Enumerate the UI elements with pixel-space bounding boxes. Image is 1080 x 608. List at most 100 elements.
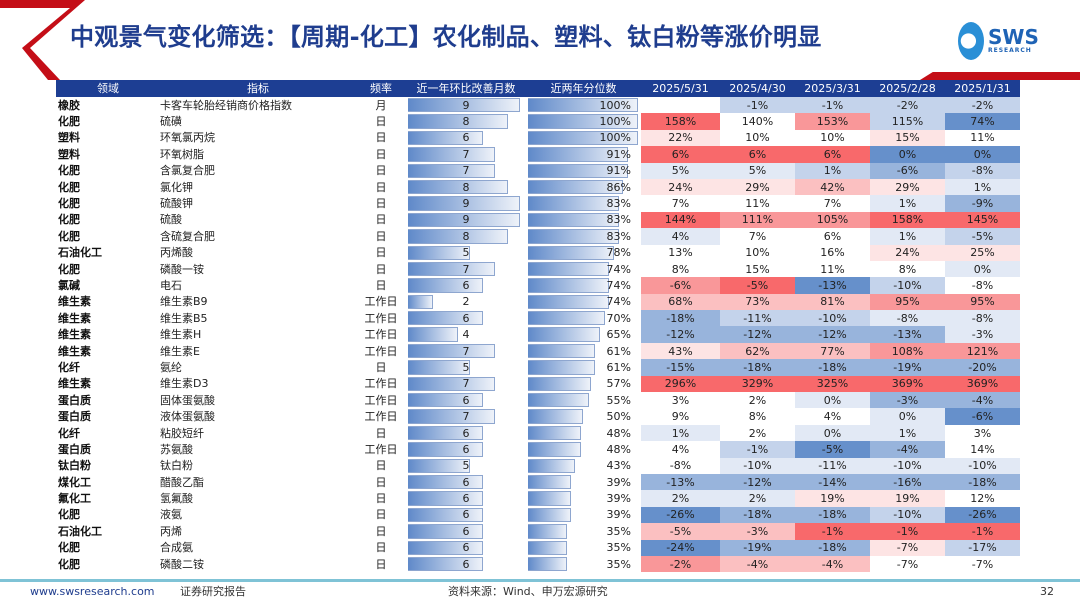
value-cell: 1% — [870, 424, 945, 442]
value-cell: 11% — [795, 260, 870, 278]
percentile-value: 55% — [606, 393, 631, 407]
value-cell: 4% — [641, 441, 720, 458]
months-bar — [408, 540, 483, 555]
months-bar — [408, 311, 483, 326]
percentile-bar — [528, 442, 581, 457]
value-cell: -18% — [720, 359, 795, 376]
value-cell: 115% — [870, 113, 945, 130]
months-bar — [408, 261, 496, 277]
indicator-cell: 硫磺 — [160, 115, 182, 129]
value-cell: -11% — [795, 457, 870, 474]
percentile-value: 48% — [606, 426, 631, 440]
percentile-bar — [528, 327, 600, 342]
domain-cell: 化肥 — [58, 508, 80, 522]
value-cell: 1% — [641, 424, 720, 442]
months-bar — [408, 294, 433, 310]
percentile-value: 35% — [606, 524, 631, 538]
percentile-cell: 74% — [526, 294, 641, 310]
value-cell: 2% — [720, 392, 795, 409]
improve-months-cell: 9 — [406, 195, 526, 211]
footer-website[interactable]: www.swsresearch.com — [30, 585, 155, 598]
months-value: 7 — [462, 377, 470, 391]
percentile-cell: 39% — [526, 490, 641, 506]
improve-months-cell: 2 — [406, 294, 526, 310]
table-row: 化肥 含氯复合肥日 7 91% 5% 5% 1% -6% -8% — [56, 162, 1020, 179]
value-cell: 108% — [870, 342, 945, 360]
value-cell: -4% — [795, 555, 870, 573]
table-row: 化肥 硫磺 日 8 100% 158% 140% 153% 115% 74% — [56, 113, 1020, 130]
column-header: 近一年环比改善月数 — [406, 80, 526, 97]
value-cell: -2% — [641, 555, 720, 573]
value-cell: 15% — [870, 129, 945, 147]
frequency-cell: 日 — [375, 131, 387, 145]
percentile-bar — [528, 311, 605, 326]
indicator-cell: 固体蛋氨酸 — [160, 393, 215, 407]
value-cell: 4% — [641, 228, 720, 245]
indicator-cell: 维生素D3 — [160, 377, 209, 391]
table-row: 维生素 维生素B9 工作日 2 74% 68% 73% 81% 95% 95% — [56, 293, 1020, 311]
value-cell: 62% — [720, 342, 795, 360]
percentile-cell: 50% — [526, 408, 641, 424]
months-bar — [408, 147, 496, 162]
months-bar — [408, 507, 483, 523]
value-cell: 95% — [945, 293, 1020, 311]
percentile-value: 83% — [606, 229, 631, 243]
value-cell: -10% — [870, 277, 945, 294]
frequency-cell: 工作日 — [364, 377, 398, 391]
value-cell: 7% — [641, 195, 720, 212]
domain-cell: 塑料 — [58, 147, 80, 161]
percentile-value: 39% — [606, 475, 631, 489]
value-cell: 24% — [641, 178, 720, 196]
frequency-cell: 工作日 — [364, 311, 398, 325]
domain-cell: 煤化工 — [58, 475, 91, 489]
frequency-cell: 工作日 — [364, 410, 398, 424]
domain-cell: 化纤 — [58, 360, 80, 374]
table-row: 氯碱 电石 日 6 74% -6% -5% -13% -10% -8% — [56, 277, 1020, 294]
percentile-cell: 78% — [526, 245, 641, 261]
value-cell: -7% — [870, 539, 945, 556]
value-cell: -2% — [870, 97, 945, 114]
value-cell: 325% — [795, 375, 870, 393]
value-cell: 12% — [945, 490, 1020, 507]
percentile-value: 43% — [606, 459, 631, 473]
frequency-cell: 日 — [375, 557, 387, 571]
percentile-value: 35% — [606, 541, 631, 555]
column-header: 2025/1/31 — [945, 80, 1020, 97]
indicator-cell: 合成氨 — [160, 541, 193, 555]
value-cell: 8% — [720, 408, 795, 425]
percentile-cell: 83% — [526, 228, 641, 244]
months-value: 7 — [462, 344, 470, 358]
percentile-bar — [528, 130, 638, 146]
footer-report-type: 证券研究报告 — [180, 585, 246, 598]
months-bar — [408, 98, 520, 113]
improve-months-cell: 6 — [406, 130, 526, 146]
indicator-cell: 醋酸乙酯 — [160, 475, 204, 489]
months-value: 6 — [462, 131, 470, 145]
value-cell: 158% — [870, 211, 945, 229]
percentile-cell: 35% — [526, 556, 641, 572]
months-value: 6 — [462, 426, 470, 440]
value-cell: -26% — [945, 506, 1020, 524]
table-row: 化肥 硫酸 日 9 83% 144% 111% 105% 158% 145% — [56, 211, 1020, 229]
months-value: 4 — [462, 328, 470, 342]
value-cell: 14% — [945, 441, 1020, 458]
percentile-cell: 74% — [526, 277, 641, 293]
percentile-value: 61% — [606, 344, 631, 358]
value-cell: -18% — [945, 473, 1020, 491]
table-row: 维生素 维生素E 工作日 7 61% 43% 62% 77% 108% 121% — [56, 342, 1020, 360]
domain-cell: 化肥 — [58, 197, 80, 211]
frequency-cell: 工作日 — [364, 393, 398, 407]
months-bar — [408, 556, 483, 572]
improve-months-cell: 7 — [406, 146, 526, 162]
improve-months-cell: 7 — [406, 376, 526, 392]
months-bar — [408, 376, 496, 392]
table-row: 化肥 含硫复合肥 日 8 83% 4% 7% 6% 1% -5% — [56, 228, 1020, 245]
value-cell: 73% — [720, 293, 795, 311]
months-value: 6 — [462, 278, 470, 292]
improve-months-cell: 9 — [406, 212, 526, 228]
frequency-cell: 日 — [375, 197, 387, 211]
percentile-value: 39% — [606, 508, 631, 522]
table-row: 维生素 维生素B5 工作日 6 70% -18% -11% -10% -8% -8% — [56, 310, 1020, 327]
percentile-cell: 91% — [526, 163, 641, 179]
value-cell: -6% — [870, 162, 945, 179]
